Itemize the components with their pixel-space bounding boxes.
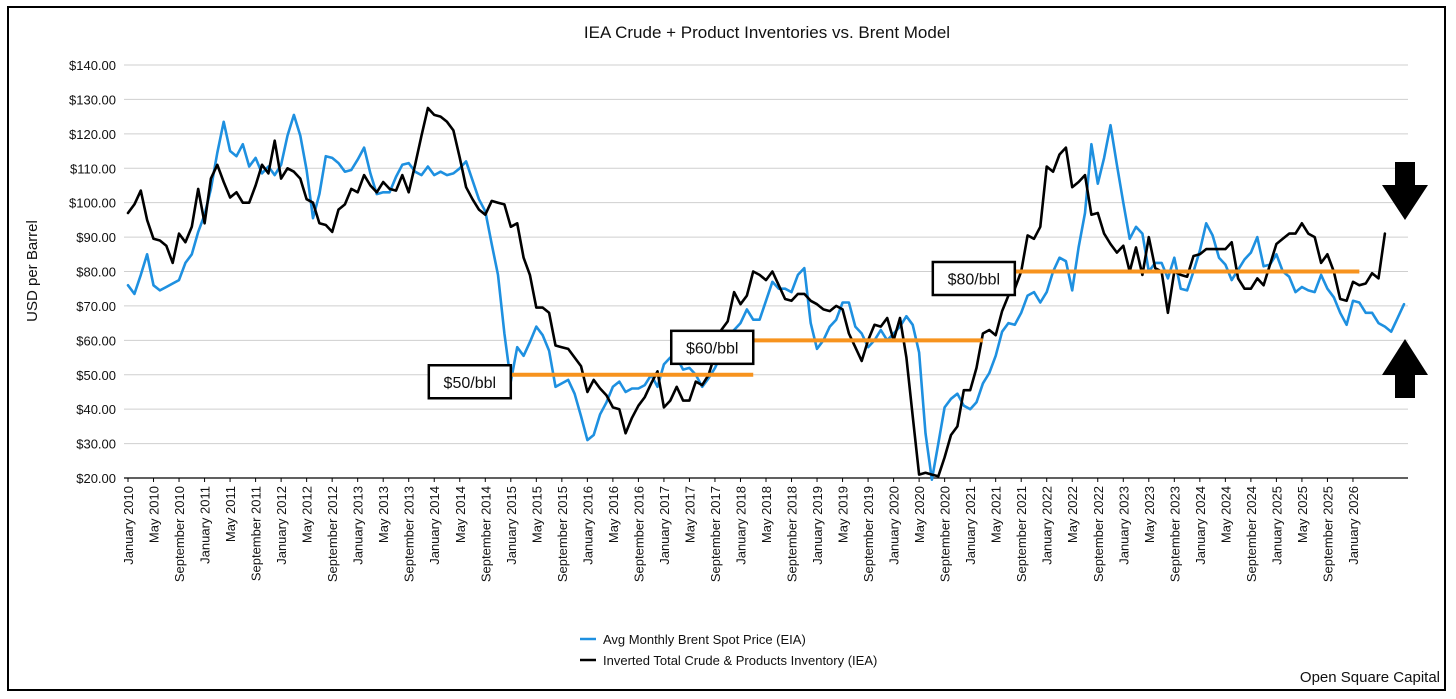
x-tick-label: May 2022 bbox=[1065, 486, 1080, 543]
legend-label-brent: Avg Monthly Brent Spot Price (EIA) bbox=[603, 632, 806, 647]
y-tick-label: $110.00 bbox=[70, 161, 116, 176]
x-tick-label: January 2010 bbox=[121, 486, 136, 565]
y-tick-label: $20.00 bbox=[76, 471, 116, 486]
y-tick-label: $70.00 bbox=[76, 299, 116, 314]
target-level-label: $50/bbl bbox=[444, 375, 497, 392]
x-tick-label: September 2012 bbox=[325, 486, 340, 582]
x-tick-label: January 2014 bbox=[427, 486, 442, 565]
x-tick-label: May 2011 bbox=[223, 486, 238, 542]
y-tick-label: $30.00 bbox=[76, 437, 116, 452]
y-tick-label: $80.00 bbox=[76, 265, 116, 280]
x-tick-label: September 2018 bbox=[785, 486, 800, 582]
series-layer bbox=[126, 106, 1406, 482]
y-tick-label: $50.00 bbox=[76, 368, 116, 383]
legend-label-inventory: Inverted Total Crude & Products Inventor… bbox=[603, 653, 877, 668]
y-axis-label: USD per Barrel bbox=[24, 220, 41, 322]
x-tick-label: September 2013 bbox=[402, 486, 417, 582]
x-tick-label: May 2014 bbox=[453, 486, 468, 543]
target-level-box bbox=[669, 329, 755, 366]
x-tick-label: January 2020 bbox=[887, 486, 902, 565]
x-tick-label: May 2010 bbox=[147, 486, 162, 543]
x-tick-label: September 2014 bbox=[478, 486, 493, 582]
x-tick-label: May 2018 bbox=[759, 486, 774, 543]
x-tick-label: May 2015 bbox=[529, 486, 544, 543]
x-tick-label: January 2013 bbox=[351, 486, 366, 565]
x-tick-label: January 2018 bbox=[733, 486, 748, 565]
x-tick-label: May 2024 bbox=[1218, 486, 1233, 543]
x-tick-label: May 2021 bbox=[989, 486, 1004, 543]
y-tick-label: $140.00 bbox=[69, 58, 116, 73]
series-line-brent bbox=[126, 113, 1406, 482]
y-tick-label: $90.00 bbox=[76, 230, 116, 245]
y-tick-label: $60.00 bbox=[76, 333, 116, 348]
chart-title: IEA Crude + Product Inventories vs. Bren… bbox=[584, 23, 950, 42]
x-tick-label: September 2010 bbox=[172, 486, 187, 582]
axes: $20.00 $30.00 $40.00 $50.00 $60.00 $70.00 $80.… bbox=[69, 58, 1361, 582]
x-tick-label: September 2016 bbox=[631, 486, 646, 582]
x-tick-label: September 2017 bbox=[708, 486, 723, 582]
x-tick-label: January 2012 bbox=[274, 486, 289, 565]
x-tick-label: September 2019 bbox=[861, 486, 876, 582]
x-tick-label: January 2026 bbox=[1346, 486, 1361, 565]
x-tick-label: January 2019 bbox=[810, 486, 825, 565]
chart-frame bbox=[7, 6, 1446, 691]
x-tick-label: September 2022 bbox=[1091, 486, 1106, 582]
x-tick-label: September 2020 bbox=[938, 486, 953, 582]
x-tick-label: May 2016 bbox=[606, 486, 621, 543]
x-tick-label: January 2022 bbox=[1040, 486, 1055, 565]
annotations: $50/bbl $60/bbl $80/bbl bbox=[427, 162, 1428, 400]
legend: Avg Monthly Brent Spot Price (EIA) Inver… bbox=[580, 632, 877, 668]
x-tick-label: May 2019 bbox=[836, 486, 851, 543]
up-arrow-icon bbox=[1382, 339, 1428, 398]
x-tick-label: May 2012 bbox=[300, 486, 315, 543]
x-tick-label: January 2023 bbox=[1116, 486, 1131, 565]
x-tick-label: January 2024 bbox=[1193, 486, 1208, 565]
x-tick-label: May 2023 bbox=[1142, 486, 1157, 543]
x-tick-label: May 2013 bbox=[376, 486, 391, 543]
x-tick-label: September 2025 bbox=[1320, 486, 1335, 582]
x-tick-label: January 2015 bbox=[504, 486, 519, 565]
x-tick-label: September 2024 bbox=[1244, 486, 1259, 582]
target-level-label: $80/bbl bbox=[948, 272, 1001, 289]
grid-lines bbox=[124, 64, 1408, 479]
x-tick-label: January 2011 bbox=[198, 486, 213, 564]
x-tick-label: September 2015 bbox=[555, 486, 570, 582]
x-tick-label: September 2011 bbox=[249, 486, 264, 581]
y-tick-label: $130.00 bbox=[69, 92, 116, 107]
y-tick-label: $100.00 bbox=[69, 196, 116, 211]
source-note: Open Square Capital bbox=[1300, 669, 1440, 686]
x-tick-label: May 2020 bbox=[912, 486, 927, 543]
series-line-inventory bbox=[126, 106, 1387, 478]
down-arrow-icon bbox=[1382, 162, 1428, 220]
x-tick-label: September 2021 bbox=[1014, 486, 1029, 582]
x-tick-label: May 2017 bbox=[682, 486, 697, 543]
x-tick-label: January 2025 bbox=[1269, 486, 1284, 565]
x-tick-label: May 2025 bbox=[1295, 486, 1310, 543]
x-tick-label: January 2017 bbox=[657, 486, 672, 565]
target-level-box bbox=[931, 260, 1017, 297]
x-tick-label: September 2023 bbox=[1167, 486, 1182, 582]
x-tick-label: January 2021 bbox=[963, 486, 978, 565]
target-level-box bbox=[427, 364, 513, 400]
x-tick-label: January 2016 bbox=[580, 486, 595, 565]
y-tick-label: $120.00 bbox=[69, 127, 116, 142]
y-tick-label: $40.00 bbox=[76, 402, 116, 417]
target-level-label: $60/bbl bbox=[686, 340, 739, 357]
